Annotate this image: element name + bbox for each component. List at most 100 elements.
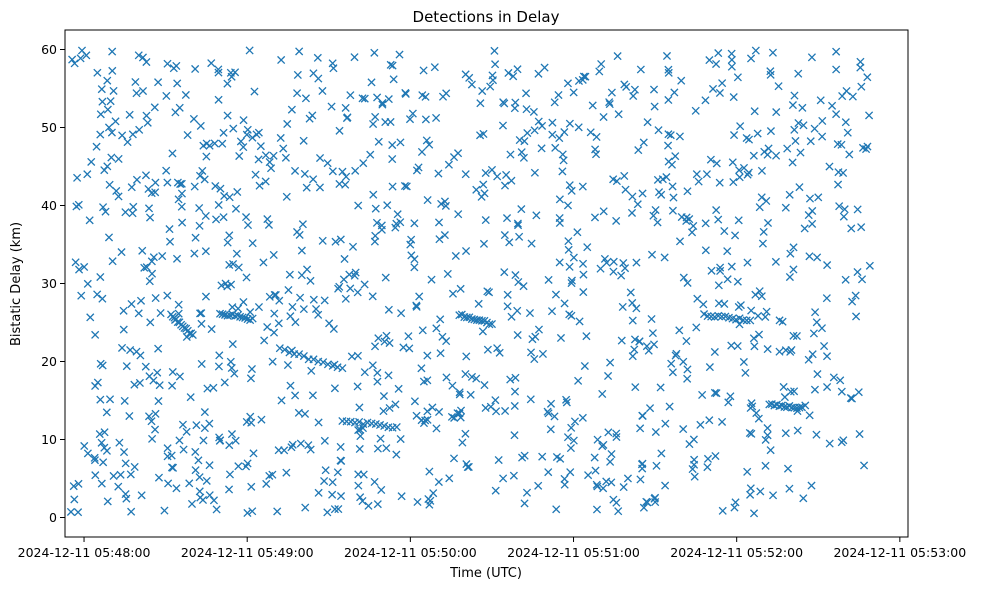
data-point [703,463,712,472]
data-point [642,497,651,506]
data-point [353,382,362,391]
data-point [501,406,510,416]
data-point [435,235,444,244]
data-point [736,122,745,131]
data-point [635,337,644,346]
data-point [126,345,135,355]
data-point [410,263,419,272]
data-point [92,142,101,151]
data-point [579,72,588,81]
data-point [71,258,80,267]
data-point [757,292,766,301]
data-point [578,182,587,191]
data-point [315,153,325,163]
data-point [513,306,522,315]
data-point [285,348,294,357]
data-point [566,443,575,453]
data-point [149,253,158,262]
data-point [807,53,816,62]
data-point [276,133,285,143]
data-point [733,342,742,351]
data-point [428,403,437,412]
data-point [599,112,608,122]
data-point [841,275,850,284]
data-point [422,136,431,145]
data-point [856,63,865,72]
data-point [852,312,861,321]
data-point [338,364,347,373]
data-point [565,181,574,190]
data-point [745,428,754,438]
data-point [500,268,509,277]
data-point [284,285,293,295]
data-point [701,246,710,255]
data-point [201,292,211,301]
data-point [309,175,318,184]
data-point [269,328,279,337]
data-point [513,221,523,230]
data-point [494,455,503,465]
data-point [96,130,105,139]
data-point [735,166,744,175]
data-point [444,160,453,169]
data-point [140,263,149,272]
data-point [579,288,588,297]
data-point [537,144,546,153]
data-points [66,46,874,518]
data-point [202,152,211,161]
data-point [247,418,256,427]
data-point [163,59,172,68]
data-point [705,363,714,372]
data-point [710,347,719,357]
data-point [551,290,561,299]
data-point [670,88,679,97]
data-point [163,291,172,300]
data-point [701,219,710,228]
data-point [300,409,310,418]
x-axis: 2024-12-11 05:48:00 2024-12-11 05:49:00 20… [18,537,966,560]
data-point [106,97,115,106]
data-point [286,381,295,390]
data-point [248,239,257,248]
data-point [247,364,256,374]
data-point [385,403,394,413]
data-point [381,273,390,282]
data-point [229,124,238,133]
data-point [628,316,637,325]
data-point [627,208,637,217]
data-point [354,481,363,490]
data-point [325,319,334,328]
data-point [449,153,459,162]
data-point [306,445,315,454]
data-point [85,216,94,225]
data-point [479,180,488,189]
data-point [199,436,208,445]
data-point [689,435,698,444]
data-point [652,461,661,470]
data-point [692,170,701,179]
data-point [857,82,866,91]
data-point [216,184,225,193]
data-point [614,110,623,119]
y-tick-label: 40 [41,198,57,213]
data-point [415,292,424,301]
data-point [70,495,79,504]
data-point [205,461,214,470]
data-point [224,485,234,494]
data-point [395,50,404,59]
data-point [787,345,796,355]
data-point [210,139,219,148]
data-point [484,288,494,297]
data-point [668,182,677,191]
data-point [520,451,529,460]
data-point [510,104,519,113]
data-point [96,110,105,119]
data-point [639,503,648,512]
data-point [90,456,100,465]
data-point [538,452,547,461]
data-point [256,142,265,151]
data-point [299,351,308,361]
data-point [191,447,200,456]
data-point [119,325,128,334]
data-point [461,246,471,256]
